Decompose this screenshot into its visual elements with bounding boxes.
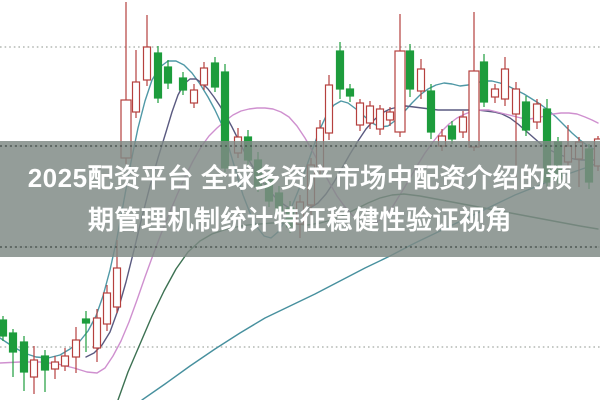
candle-body [521,101,531,131]
candle-body [163,66,173,84]
candle-body [19,341,29,373]
band-gridline-bottom [0,246,600,248]
candle-body [210,62,220,88]
candle-body [468,70,480,148]
candle-body [335,50,345,90]
candle-body [405,50,415,90]
candle-body [511,88,521,115]
candle-body [60,355,70,367]
candle-body [479,61,489,103]
title-overlay-band: 2025配资平台 全球多资产市场中配资介绍的预 期管理机制统计特征稳健性验证视角 [0,141,600,257]
candle-body [189,89,199,104]
candle-body [142,46,152,81]
candle-body [355,102,365,126]
candle-body [153,52,163,99]
candle-body [131,81,141,113]
candle-body [394,50,406,133]
candle-body [416,68,426,92]
candle-body [112,267,122,308]
title-line-2: 期管理机制统计特征稳健性验证视角 [87,205,512,235]
candle-body [102,292,112,325]
candle-body [375,108,385,130]
candle-body [345,88,355,97]
candle-body [490,88,500,98]
candle-body [0,319,8,337]
candle-body [50,361,60,370]
candle-body [458,116,468,133]
candle-body [385,111,395,121]
candle-body [426,90,436,133]
candle-body [29,359,39,378]
candle-body [365,105,375,124]
candle-body [40,355,50,371]
candle-body [71,339,81,358]
band-gridline-top [0,145,600,147]
title-line-1: 2025配资平台 全球多资产市场中配资介绍的预 [27,163,573,193]
candle-body [532,103,542,123]
candle-body [324,84,334,134]
candle-body [178,77,188,91]
candle-body [81,318,91,324]
candle-body [92,317,102,349]
candle-body [500,68,510,100]
candle-body [199,67,209,86]
candle-body [8,332,18,353]
candle-body [447,125,457,140]
